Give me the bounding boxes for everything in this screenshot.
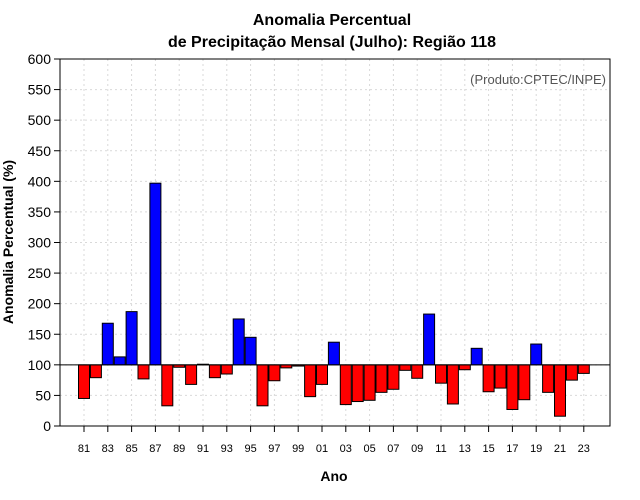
credit-label: (Produto:CPTEC/INPE) (470, 72, 606, 87)
bar-20 (542, 364, 555, 393)
bar-06 (375, 364, 388, 393)
y-tick-label: 400 (28, 173, 52, 189)
bar-92 (208, 364, 221, 379)
chart-title-line1: Anomalia Percentual (253, 12, 411, 29)
bar-00 (304, 364, 317, 398)
x-tick-label: 89 (173, 443, 185, 455)
y-tick-label: 150 (28, 326, 52, 342)
bar-83 (101, 322, 114, 366)
bar-07 (387, 364, 400, 390)
bar-11 (435, 364, 447, 384)
y-tick-label: 0 (43, 418, 51, 434)
x-tick-label: 99 (292, 443, 304, 455)
x-tick-label: 03 (340, 443, 352, 455)
bar-23 (577, 364, 590, 374)
x-tick-label: 17 (506, 443, 518, 455)
y-tick-label: 350 (28, 204, 52, 220)
x-tick-label: 87 (149, 443, 161, 455)
bar-16 (494, 364, 507, 389)
y-axis-label: Anomalia Percentual (%) (0, 160, 16, 324)
bar-22 (565, 364, 578, 381)
bar-02 (327, 341, 340, 366)
x-tick-label: 05 (363, 443, 375, 455)
bar-01 (316, 364, 328, 385)
x-tick-label: 93 (221, 443, 233, 455)
x-tick-label: 07 (387, 443, 399, 455)
x-axis-label: Ano (320, 468, 347, 484)
bar-17 (506, 364, 519, 410)
x-tick-label: 85 (125, 443, 137, 455)
x-tick-label: 09 (411, 443, 423, 455)
bar-08 (399, 364, 412, 371)
bar-81 (78, 364, 90, 399)
y-tick-label: 300 (28, 235, 52, 251)
bar-93 (220, 364, 233, 375)
x-tick-label: 01 (316, 443, 328, 455)
bar-96 (256, 364, 269, 407)
y-axis-ticks: 0 50 100 150 200 250 300 350 400 450 500 550 600 (28, 51, 60, 434)
x-tick-label: 13 (459, 443, 471, 455)
bar-87 (149, 182, 162, 366)
y-tick-label: 200 (28, 296, 52, 312)
bar-94 (232, 318, 245, 366)
x-tick-label: 83 (102, 443, 114, 455)
bar-12 (446, 364, 459, 405)
bar-13 (458, 364, 471, 371)
y-tick-label: 50 (35, 387, 51, 403)
y-tick-label: 100 (28, 357, 52, 373)
y-tick-label: 600 (28, 51, 52, 67)
x-tick-label: 97 (268, 443, 280, 455)
x-tick-label: 15 (482, 443, 494, 455)
bar-09 (411, 364, 424, 379)
bar-14 (470, 347, 483, 366)
bar-03 (339, 364, 352, 406)
chart-title-line2: de Precipitação Mensal (Julho): Região 1… (168, 34, 496, 51)
x-tick-label: 81 (78, 443, 90, 455)
bar-97 (268, 364, 281, 382)
bar-84 (113, 356, 126, 366)
bar-90 (185, 364, 198, 385)
bar-18 (518, 364, 531, 401)
bar-85 (125, 311, 138, 366)
y-tick-label: 550 (28, 82, 52, 98)
bar-95 (244, 336, 257, 366)
x-tick-label: 91 (197, 443, 209, 455)
bar-19 (530, 343, 543, 366)
x-axis-ticks: 81 83 85 87 89 91 93 95 97 99 01 03 05 07 09 11 13 15 17 19… (78, 426, 590, 455)
bar-10 (423, 313, 436, 366)
y-tick-label: 500 (28, 112, 52, 128)
bars (78, 182, 590, 417)
y-tick-label: 250 (28, 265, 52, 281)
y-tick-label: 450 (28, 143, 52, 159)
x-tick-label: 95 (244, 443, 256, 455)
x-tick-label: 19 (530, 443, 542, 455)
bar-05 (363, 364, 376, 401)
bar-04 (351, 364, 364, 403)
bar-21 (554, 364, 566, 417)
x-tick-label: 11 (435, 443, 446, 455)
x-tick-label: 23 (578, 443, 590, 455)
bar-88 (161, 364, 174, 407)
bar-86 (137, 364, 150, 380)
x-tick-label: 21 (554, 443, 566, 455)
bar-82 (89, 364, 102, 379)
bar-15 (482, 364, 495, 393)
